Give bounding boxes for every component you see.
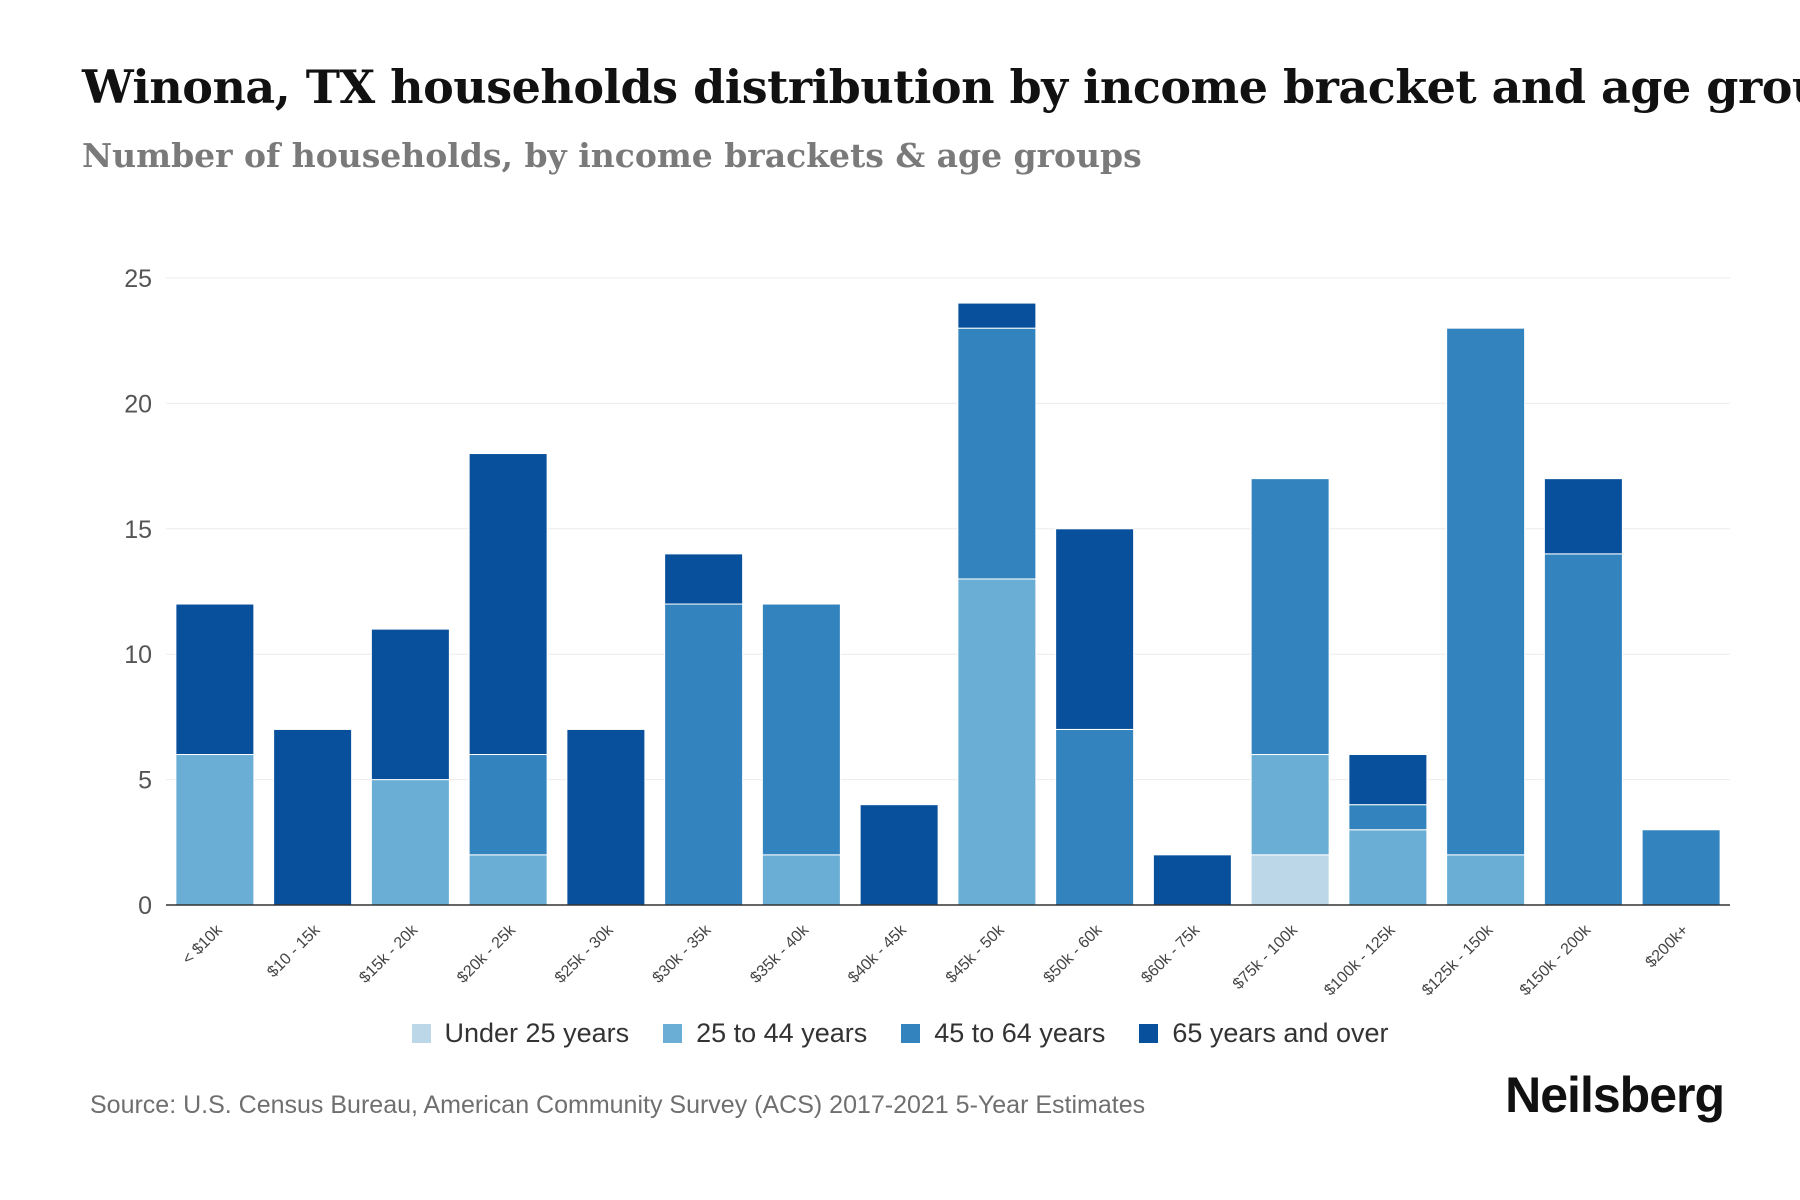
chart-subtitle: Number of households, by income brackets…: [82, 136, 1142, 175]
bar-segment: [1446, 854, 1526, 906]
bar-segment: [1055, 528, 1135, 730]
x-tick-label: $75k - 100k: [1230, 921, 1302, 993]
y-tick-label: 0: [138, 892, 152, 920]
legend-label: 65 years and over: [1172, 1018, 1389, 1048]
bar-segment: [566, 728, 646, 906]
x-tick-label: $20k - 25k: [454, 921, 520, 987]
bar-segment: [1250, 854, 1330, 906]
bar-segment: [1055, 728, 1135, 906]
bar-segment: [761, 603, 841, 856]
y-tick-label: 20: [124, 390, 152, 418]
legend: Under 25 years 25 to 44 years 45 to 64 y…: [0, 1018, 1800, 1049]
source-note: Source: U.S. Census Bureau, American Com…: [90, 1091, 1146, 1119]
y-tick-label: 5: [138, 767, 152, 795]
y-tick-label: 10: [124, 641, 152, 669]
bar-segment: [1543, 553, 1623, 906]
legend-item-65-and-over: 65 years and over: [1139, 1018, 1389, 1049]
x-tick-label: $100k - 125k: [1321, 921, 1399, 999]
brand-logo[interactable]: Neilsberg: [1505, 1067, 1725, 1123]
x-tick-label: $200k+: [1643, 922, 1692, 971]
legend-item-under-25: Under 25 years: [411, 1018, 630, 1049]
chart-plot: 0 5 10 15 20 25 < $10k $10 - 15k $15k - 20k $20k …: [124, 265, 1730, 999]
bar-segment: [370, 628, 450, 781]
bar-segment: [1152, 854, 1232, 906]
bar-segment: [1543, 478, 1623, 555]
bar-segment: [957, 578, 1037, 906]
x-tick-label: $50k - 60k: [1041, 921, 1107, 987]
bar-segment: [1641, 829, 1721, 906]
x-tick-label: $25k - 30k: [552, 921, 618, 987]
legend-label: Under 25 years: [444, 1018, 630, 1048]
legend-label: 45 to 64 years: [934, 1018, 1106, 1048]
bar-segment: [957, 302, 1037, 329]
bar-segment: [273, 728, 353, 906]
y-tick-label: 15: [124, 516, 152, 544]
x-tick-label: $15k - 20k: [356, 921, 422, 987]
bar-segment: [957, 327, 1037, 580]
bar-segment: [1250, 478, 1330, 756]
x-tick-label: $30k - 35k: [650, 921, 716, 987]
legend-item-25-to-44: 25 to 44 years: [663, 1018, 867, 1049]
bar-segment: [468, 854, 548, 906]
x-tick-label: $45k - 50k: [943, 921, 1009, 987]
bar-segment: [1348, 754, 1428, 806]
bar-segment: [664, 603, 744, 906]
bar-segment: [1348, 829, 1428, 906]
legend-swatch: [411, 1024, 431, 1043]
bar-segment: [175, 603, 255, 756]
bar-segment: [664, 553, 744, 605]
legend-swatch: [1139, 1024, 1159, 1043]
x-tick-label: < $10k: [179, 921, 226, 968]
x-tick-label: $10 - 15k: [264, 921, 324, 981]
x-tick-label: $60k - 75k: [1138, 921, 1204, 987]
bar-segment: [1446, 327, 1526, 856]
legend-label: 25 to 44 years: [696, 1018, 868, 1048]
x-tick-label: $40k - 45k: [845, 921, 911, 987]
chart-title: Winona, TX households distribution by in…: [82, 60, 1800, 114]
x-tick-label: $35k - 40k: [747, 921, 813, 987]
legend-swatch: [901, 1024, 921, 1043]
legend-swatch: [663, 1024, 683, 1043]
x-tick-label: $125k - 150k: [1419, 921, 1497, 999]
bar-segment: [859, 804, 939, 906]
y-tick-label: 25: [124, 265, 152, 293]
legend-item-45-to-64: 45 to 64 years: [901, 1018, 1105, 1049]
bar-segment: [1250, 754, 1330, 856]
bar-segment: [468, 754, 548, 856]
bar-segment: [370, 779, 450, 906]
bar-segment: [468, 453, 548, 756]
bar-segment: [1348, 804, 1428, 831]
bar-segment: [175, 754, 255, 906]
bar-segment: [761, 854, 841, 906]
x-tick-label: $150k - 200k: [1517, 921, 1595, 999]
